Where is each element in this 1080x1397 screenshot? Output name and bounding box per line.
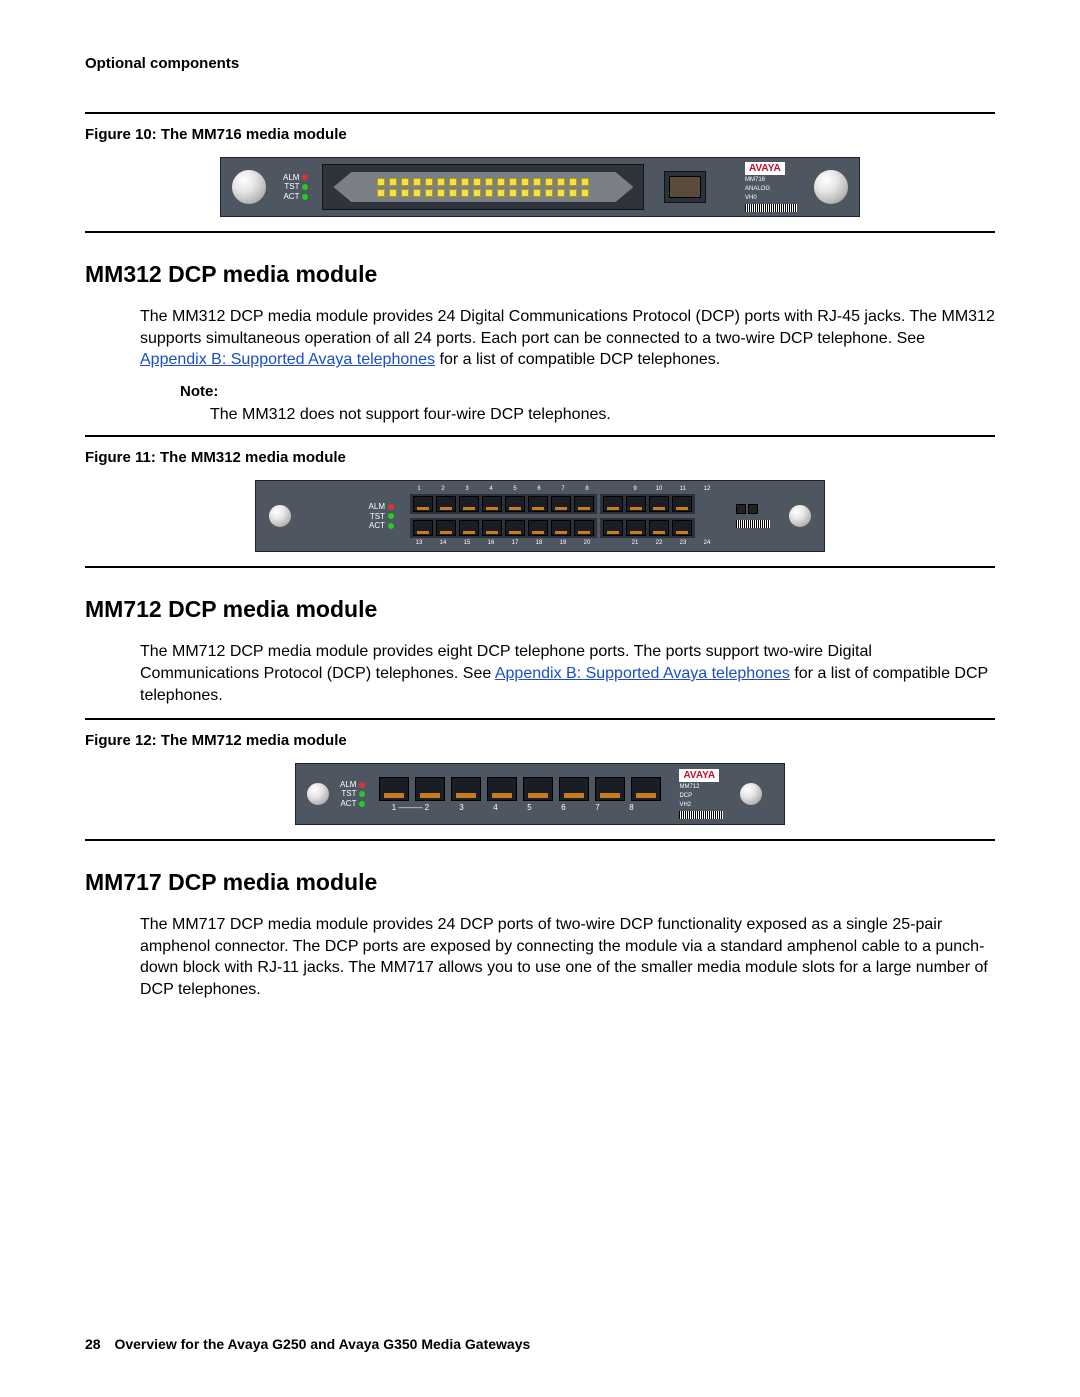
screw-right	[739, 782, 763, 806]
status-leds: ALM TST ACT	[340, 780, 365, 809]
rule	[85, 231, 995, 233]
rule	[85, 566, 995, 568]
rule	[85, 839, 995, 841]
screw-right	[788, 504, 812, 528]
avaya-logo: AVAYA	[679, 769, 719, 782]
figure10-caption: Figure 10: The MM716 media module	[85, 126, 995, 143]
appendix-b-link[interactable]: Appendix B: Supported Avaya telephones	[140, 351, 435, 368]
avaya-logo: AVAYA	[745, 162, 785, 175]
appendix-b-link-2[interactable]: Appendix B: Supported Avaya telephones	[495, 665, 790, 682]
mm717-heading: MM717 DCP media module	[85, 869, 995, 896]
mm712-figure: ALM TST ACT 1 ——— 2 345678 AVAYA MM712 D…	[85, 763, 995, 825]
mm717-body: The MM717 DCP media module provides 24 D…	[140, 914, 995, 1000]
rj45-block: 123456789101112 131415161718192021222324	[410, 486, 716, 546]
jumper-block	[664, 171, 706, 203]
mm712-body: The MM712 DCP media module provides eigh…	[140, 641, 995, 706]
page-number: 28	[85, 1336, 101, 1352]
rule	[85, 718, 995, 720]
amphenol-connector	[322, 164, 644, 210]
status-leds: ALM TST ACT	[283, 173, 308, 202]
footer-title: Overview for the Avaya G250 and Avaya G3…	[114, 1336, 530, 1352]
status-leds: ALM TST ACT	[369, 502, 394, 531]
rule	[85, 435, 995, 437]
screw-left	[231, 169, 267, 205]
page-footer: 28 Overview for the Avaya G250 and Avaya…	[85, 1336, 530, 1352]
mm716-figure: ALM TST ACT AVAYA MM716 ANALOG VH0	[85, 157, 995, 217]
figure11-caption: Figure 11: The MM312 media module	[85, 449, 995, 466]
mm312-body: The MM312 DCP media module provides 24 D…	[140, 306, 995, 371]
screw-right	[813, 169, 849, 205]
brand-panel: AVAYA MM712 DCP VH2	[679, 769, 723, 820]
screw-left	[306, 782, 330, 806]
rule	[85, 112, 995, 114]
mm712-heading: MM712 DCP media module	[85, 596, 995, 623]
note-label: Note:	[180, 383, 995, 400]
mm312-figure: ALM TST ACT 123456789101112 131415161718	[85, 480, 995, 552]
aux-ports	[736, 504, 770, 528]
page-header: Optional components	[85, 55, 995, 72]
rj45-ports: 1 ——— 2 345678	[379, 777, 661, 812]
brand-panel: AVAYA MM716 ANALOG VH0	[745, 162, 797, 213]
note-text: The MM312 does not support four-wire DCP…	[210, 404, 995, 426]
figure12-caption: Figure 12: The MM712 media module	[85, 732, 995, 749]
screw-left	[268, 504, 292, 528]
mm312-heading: MM312 DCP media module	[85, 261, 995, 288]
